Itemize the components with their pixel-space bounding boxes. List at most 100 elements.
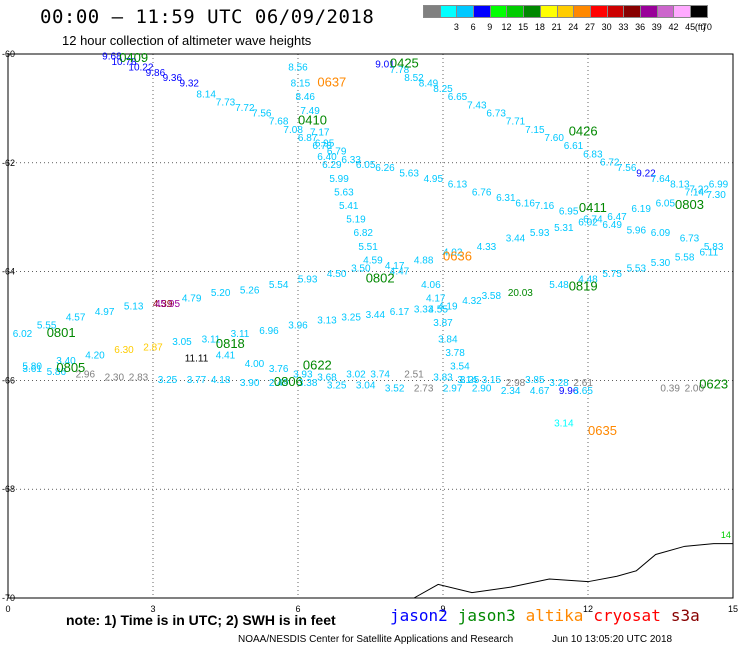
wave-height-value: 7.56: [252, 109, 272, 120]
wave-height-value: 2.83: [129, 372, 149, 383]
wave-height-value: 7.16: [535, 201, 555, 212]
pass-time-label: 0409: [119, 50, 148, 65]
wave-height-value: 2.98: [506, 378, 526, 389]
latitude-tick-label: -68: [2, 484, 15, 494]
longitude-tick-label: 15: [728, 604, 738, 614]
wave-height-value: 7.56: [617, 163, 637, 174]
wave-height-value: 3.65: [573, 386, 593, 397]
wave-height-value: 5.96: [627, 226, 647, 237]
pass-time-label: 0803: [675, 197, 704, 212]
wave-height-value: 2.87: [143, 342, 163, 353]
footer-credit: NOAA/NESDIS Center for Satellite Applica…: [238, 634, 514, 645]
wave-height-value: 6.72: [600, 158, 620, 169]
wave-height-value: 2.49: [269, 378, 289, 389]
wave-height-value: 2.61: [573, 378, 593, 389]
wave-height-value: 4.41: [216, 351, 236, 362]
longitude-tick-label: 0: [5, 604, 10, 614]
wave-height-value: 6.11: [699, 247, 718, 258]
wave-height-value: 6.87: [298, 133, 318, 144]
wave-height-value: 3.78: [445, 348, 465, 359]
longitude-tick-label: 12: [583, 604, 593, 614]
latitude-tick-label: -64: [2, 267, 15, 277]
wave-height-value: 3.52: [385, 383, 405, 394]
wave-height-value: 6.61: [564, 141, 584, 152]
wave-height-value: 6.02: [578, 217, 598, 228]
wave-height-value: 2.90: [472, 383, 492, 394]
wave-height-value: 5.51: [358, 242, 378, 253]
pass-time-label: 0805: [56, 360, 85, 375]
latitude-tick-label: -60: [2, 49, 15, 59]
wave-height-value: 4.88: [414, 255, 434, 266]
pass-time-label: 0411: [579, 200, 607, 215]
color-scale-label: 12: [501, 22, 512, 32]
wave-height-value: 6.79: [327, 147, 347, 158]
wave-height-value: 3.74: [370, 370, 390, 381]
satellite-legend: jason2 jason3 altika cryosat s3a: [390, 606, 700, 625]
wave-height-value: 8.13: [670, 179, 690, 190]
color-scale-label: 18: [534, 22, 545, 32]
footer-timestamp: Jun 10 13:05:20 UTC 2018: [552, 634, 673, 645]
wave-height-value: 20.03: [508, 288, 533, 299]
wave-height-value: 6.95: [559, 206, 579, 217]
wave-height-value: 4.19: [438, 302, 458, 313]
wave-height-value: 2.51: [404, 370, 424, 381]
color-scale-unit: (ft): [694, 22, 706, 32]
map-border: [7, 53, 734, 599]
wave-height-value: 3.44: [506, 234, 526, 245]
wave-height-value: 3.61: [22, 364, 42, 375]
wave-height-value: 7.78: [390, 65, 410, 76]
wave-height-value: 2.30: [105, 372, 125, 383]
latitude-tick-label: -66: [2, 375, 15, 385]
wave-height-value: 7.17: [310, 128, 330, 139]
legend-altika: altika: [525, 606, 584, 625]
wave-height-value: 5.75: [602, 269, 622, 280]
wave-height-value: 4.47: [390, 266, 410, 277]
wave-height-value: 7.30: [706, 190, 726, 201]
wave-height-value: 2.34: [501, 386, 521, 397]
pass-time-label: 0637: [317, 75, 346, 90]
wave-height-value: 6.26: [375, 163, 395, 174]
wave-height-value: 3.11: [231, 329, 250, 340]
color-scale-label: 15: [518, 22, 529, 32]
wave-height-value: 3.84: [438, 334, 458, 345]
wave-height-value: 3.50: [351, 264, 371, 275]
pass-time-label: 0410: [298, 113, 327, 128]
wave-height-value: 6.83: [583, 149, 603, 160]
wave-height-value: 5.41: [339, 201, 359, 212]
wave-height-value: 8.56: [288, 62, 308, 73]
color-scale-label: 24: [568, 22, 579, 32]
wave-height-value: 4.95: [424, 174, 444, 185]
wave-height-value: 6.65: [448, 92, 468, 103]
wave-height-value: 3.13: [317, 315, 337, 326]
pass-time-label: 0425: [390, 56, 419, 71]
wave-height-value: 9.01: [375, 60, 395, 71]
longitude-tick-label: 6: [295, 604, 300, 614]
wave-height-value: 7.71: [506, 117, 526, 128]
pass-labels: 0409 0425 0637 0410 0426 0411 0803 0636 0802 0819…: [47, 50, 728, 438]
wave-height-value: 4.17: [426, 294, 446, 305]
latitude-tick-label: -70: [2, 593, 15, 603]
wave-height-value: 9.22: [636, 168, 656, 179]
wave-height-value: 8.49: [419, 79, 439, 90]
wave-height-value: 3.02: [346, 370, 366, 381]
wave-height-value: 5.93: [530, 228, 550, 239]
pass-time-label: 0636: [443, 249, 472, 264]
wave-height-value: 6.09: [651, 228, 671, 239]
color-scale-label: 33: [618, 22, 629, 32]
wave-height-value: 9.68: [102, 51, 122, 62]
wave-height-value: 3.05: [172, 337, 192, 348]
wave-height-value: 3.15: [482, 375, 502, 386]
color-scale-label: 45: [685, 22, 696, 32]
wave-height-value: 6.16: [515, 198, 535, 209]
pass-time-label: 0819: [569, 279, 598, 294]
wave-height-value: 5.54: [269, 280, 289, 291]
pass-time-label: 0802: [366, 270, 395, 285]
wave-height-value: 9.86: [146, 68, 166, 79]
wave-height-value: 3.90: [240, 378, 260, 389]
legend-jason2: jason2: [390, 606, 448, 625]
wave-height-value: 8.15: [291, 79, 311, 90]
wave-height-value: 7.22: [689, 185, 709, 196]
page-title: 00:00 – 11:59 UTC 06/09/2018: [40, 6, 375, 28]
wave-height-value: 8.25: [433, 84, 453, 95]
wave-height-value: 6.82: [354, 228, 374, 239]
